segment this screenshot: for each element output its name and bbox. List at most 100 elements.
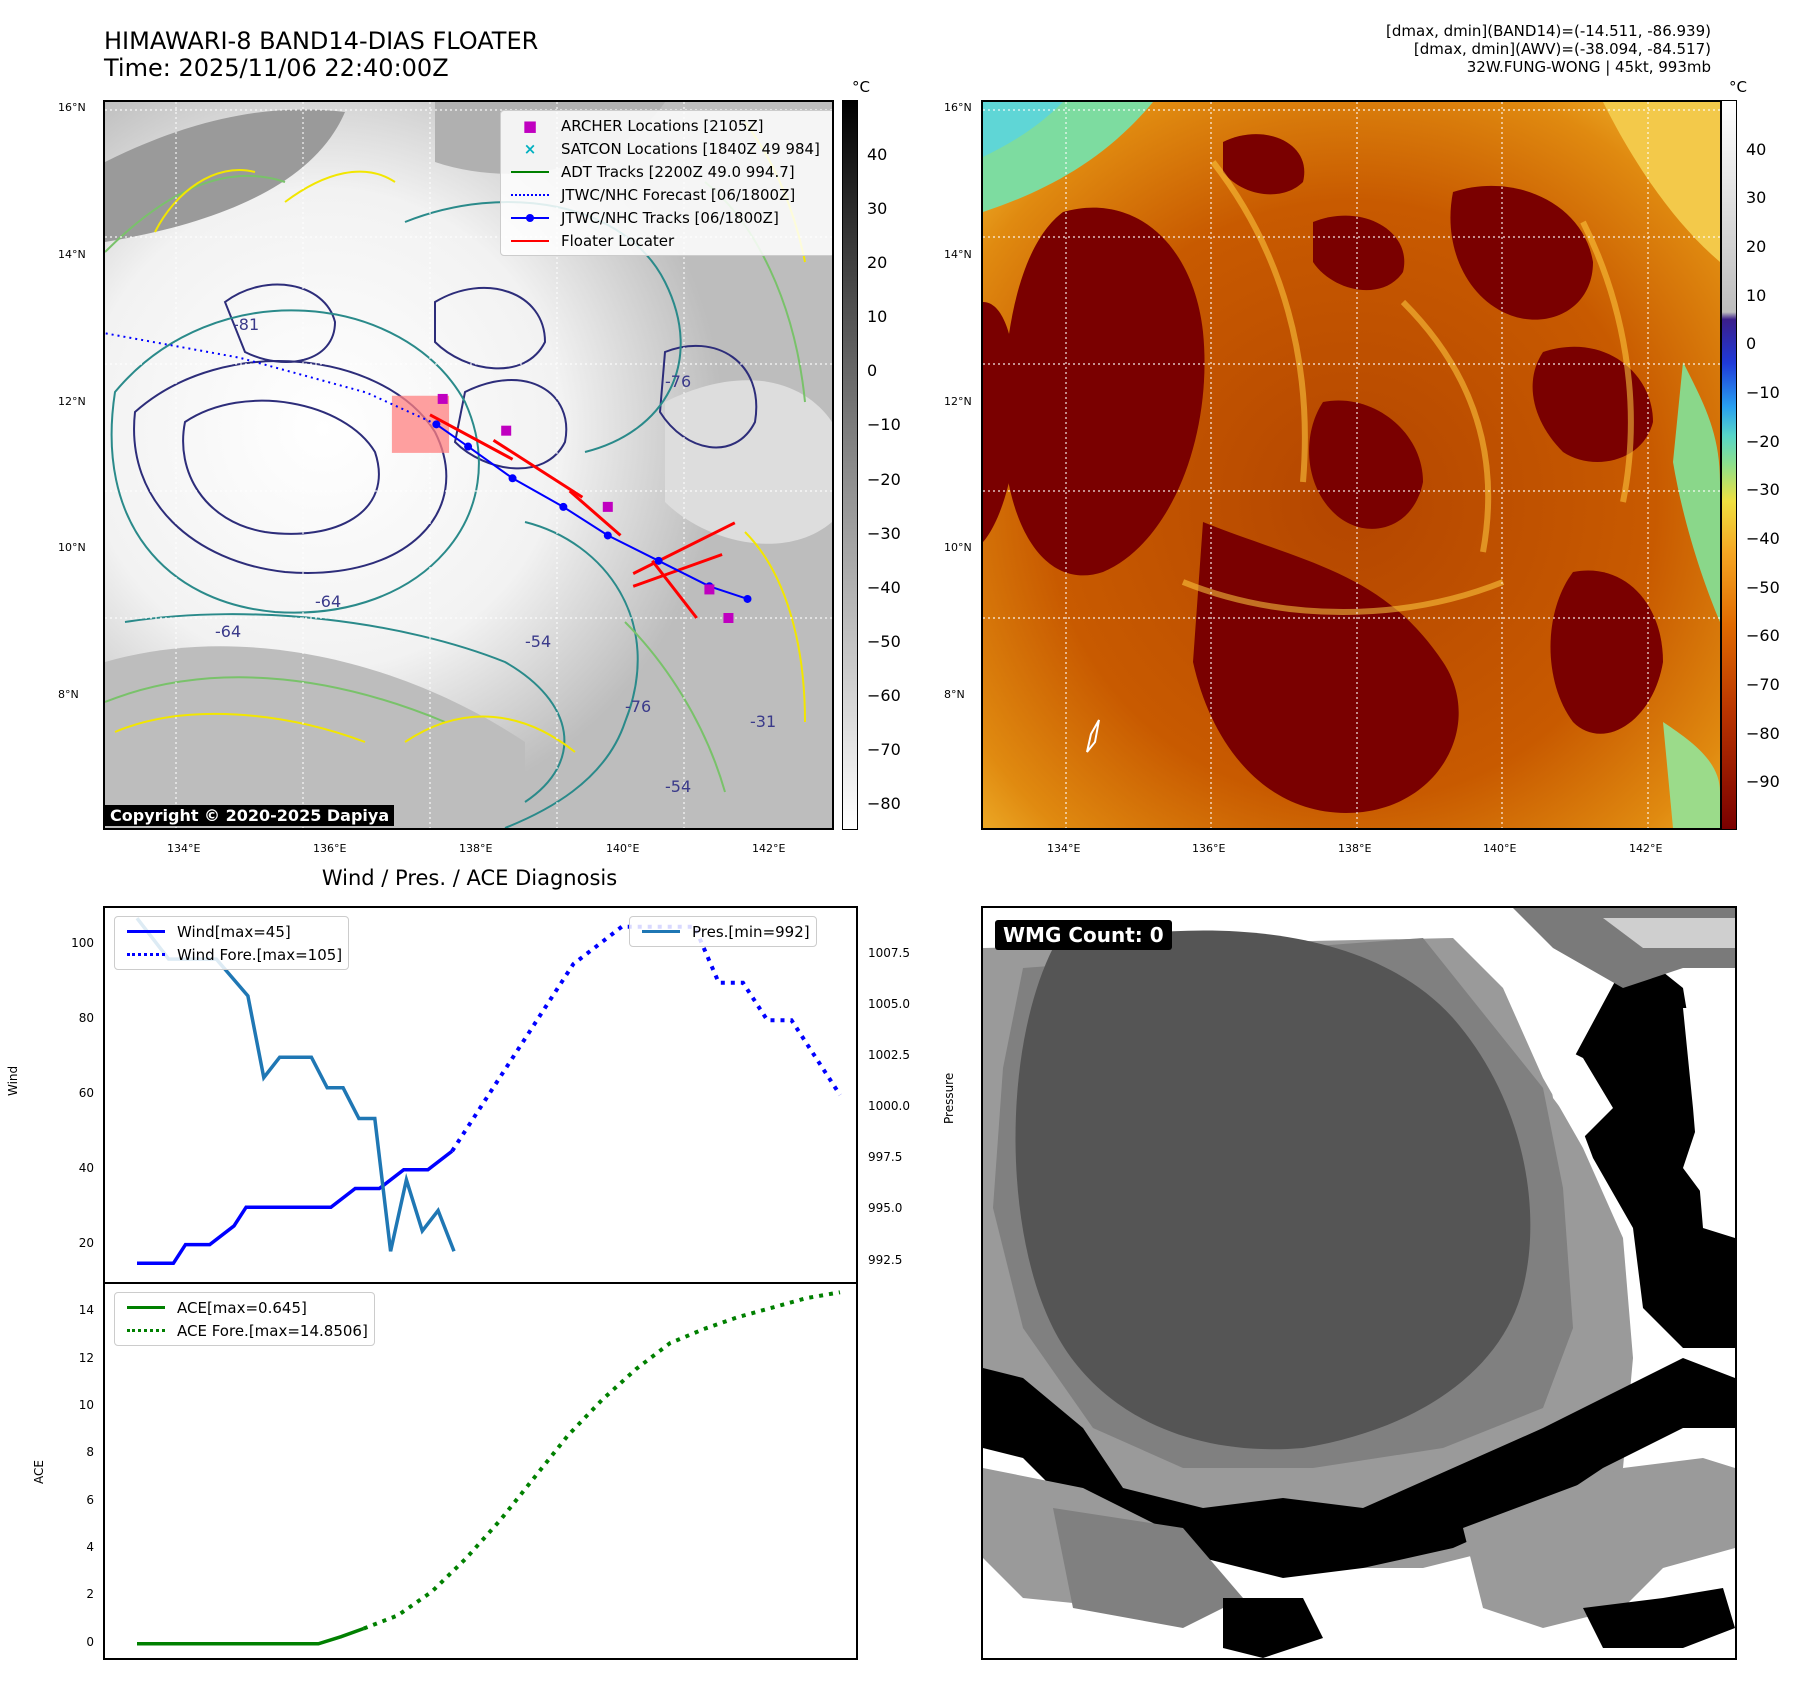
- info-storm: 32W.FUNG-WONG | 45kt, 993mb: [1466, 58, 1711, 76]
- dotted-line-icon: [127, 953, 165, 956]
- jtwc-track-point: [432, 420, 441, 429]
- solid-line-icon: [511, 170, 549, 173]
- axis-tick-label: 1000.0: [868, 1099, 910, 1114]
- axis-tick-label: 1002.5: [868, 1048, 910, 1063]
- axis-tick-label: 992.5: [868, 1252, 903, 1267]
- colorbar-tick: −70: [867, 739, 901, 759]
- legend-ace-forecast: ACE Fore.[max=14.8506]: [121, 1319, 368, 1342]
- lat-label: 12°N: [944, 395, 972, 408]
- legend-archer: ■ ARCHER Locations [2105Z]: [505, 114, 832, 137]
- contour-label: -76: [625, 697, 651, 716]
- legend-satcon: × SATCON Locations [1840Z 49 984]: [505, 137, 832, 160]
- axis-tick-label: 10: [78, 1398, 94, 1413]
- colorbar-unit: °C: [1729, 78, 1747, 96]
- legend-ace: ACE[max=0.645]: [121, 1296, 368, 1319]
- contour-label: -54: [665, 777, 691, 796]
- floater-track: [568, 489, 622, 537]
- colorbar-tick: −30: [1746, 480, 1780, 500]
- archer-location: [602, 501, 613, 512]
- floater-track: [651, 559, 698, 619]
- axis-tick-label: 14: [78, 1303, 94, 1318]
- contour-label: -31: [750, 712, 776, 731]
- legend-jtwc-tracks: JTWC/NHC Tracks [06/1800Z]: [505, 206, 832, 229]
- solid-line-icon: [642, 930, 680, 933]
- wmg-panel: WMG Count: 0: [981, 906, 1737, 1660]
- square-marker-icon: ■: [522, 116, 538, 135]
- contour-label: -76: [665, 372, 691, 391]
- axis-tick-label: 2: [86, 1587, 94, 1602]
- series-line-wind-fore-: [450, 924, 842, 1153]
- info-band14: [dmax, dmin](BAND14)=(-14.511, -86.939): [1386, 22, 1711, 40]
- jtwc-track-point: [603, 531, 612, 540]
- colorbar-tick: −40: [867, 577, 901, 597]
- legend-wind: Wind[max=45]: [121, 920, 342, 943]
- colorbar-tick: 10: [867, 307, 888, 327]
- wind-pressure-panel: Wind[max=45] Wind Fore.[max=105] Pres.[m…: [103, 906, 858, 1284]
- contour-label: -64: [315, 592, 341, 611]
- jtwc-track: [435, 423, 748, 600]
- axis-tick-label: 60: [78, 1086, 94, 1100]
- colorbar-unit: °C: [852, 78, 870, 96]
- jtwc-track-point: [654, 556, 663, 565]
- contour-label: -54: [525, 632, 551, 651]
- ace-legend: ACE[max=0.645] ACE Fore.[max=14.8506]: [114, 1292, 375, 1346]
- legend-adt: ADT Tracks [2200Z 49.0 994.7]: [505, 160, 832, 183]
- info-awv: [dmax, dmin](AWV)=(-38.094, -84.517): [1413, 40, 1711, 58]
- lon-label: 140°E: [1483, 842, 1517, 855]
- lat-label: 12°N: [58, 395, 86, 408]
- ace-y-ticks: 0 2 4 6 8 10 12 14: [40, 1282, 100, 1660]
- axis-tick-label: 12: [78, 1350, 94, 1365]
- axis-tick-label: 997.5: [868, 1150, 903, 1165]
- axis-tick-label: 995.0: [868, 1201, 903, 1216]
- series-line-ace: [137, 1626, 365, 1646]
- jtwc-track-point: [743, 594, 752, 603]
- track-overlay: [105, 332, 752, 623]
- forecast-track: [105, 332, 437, 426]
- lon-label: 136°E: [313, 842, 347, 855]
- archer-location: [437, 393, 448, 404]
- ace-plot: [137, 1290, 841, 1646]
- colorbar-tick: −10: [1746, 383, 1780, 402]
- series-line-ace-fore-: [363, 1290, 841, 1631]
- lat-label: 10°N: [58, 541, 86, 554]
- contour-label: -81: [233, 315, 259, 334]
- wind-pressure-plot: [135, 917, 842, 1266]
- band14-map: -81 -76 -64 -54 -31 -76 -64 -54 ■ ARCHER…: [103, 100, 834, 830]
- axis-tick-label: 6: [86, 1492, 94, 1507]
- colorbar-tick: −70: [1746, 675, 1780, 694]
- colorbar-tick: −20: [1746, 431, 1780, 451]
- solid-line-icon: [127, 1306, 165, 1309]
- wind-y-ticks: 20 40 60 80 100: [40, 906, 100, 1284]
- axis-tick-label: 4: [86, 1540, 94, 1555]
- lat-label: 16°N: [58, 101, 86, 114]
- floater-track: [492, 438, 584, 499]
- colorbar-tick: 30: [1746, 188, 1767, 208]
- wmg-grid: [983, 908, 1735, 1658]
- jtwc-track-point: [508, 474, 517, 483]
- colorbar-tick: 20: [1746, 237, 1767, 256]
- lon-label: 142°E: [752, 842, 786, 855]
- colorbar-tick: −20: [867, 469, 901, 489]
- solid-line-icon: [127, 930, 165, 933]
- colorbar-tick: −50: [1746, 577, 1780, 597]
- line-dot-icon: [511, 213, 549, 222]
- dotted-line-icon: [127, 1329, 165, 1332]
- map-legend: ■ ARCHER Locations [2105Z] × SATCON Loca…: [500, 110, 832, 256]
- archer-location: [723, 613, 734, 623]
- axis-tick-label: 1005.0: [868, 997, 910, 1012]
- solid-line-icon: [511, 239, 549, 242]
- title-time: Time: 2025/11/06 22:40:00Z: [104, 54, 449, 82]
- legend-floater: Floater Locater: [505, 229, 832, 252]
- wmg-count-badge: WMG Count: 0: [995, 920, 1172, 950]
- awv-map: [981, 100, 1722, 830]
- colorbar-tick: −60: [867, 685, 901, 705]
- colorbar-tick: −80: [867, 793, 901, 813]
- axis-tick-label: 100: [71, 936, 94, 951]
- legend-pressure: Pres.[min=992]: [636, 920, 810, 943]
- colorbar-tick: −40: [1746, 529, 1780, 548]
- colorbar-tick: −90: [1746, 772, 1780, 792]
- colorbar-tick: −80: [1746, 723, 1780, 743]
- lon-label: 134°E: [1047, 842, 1081, 855]
- lon-label: 138°E: [1338, 842, 1372, 855]
- lon-label: 134°E: [167, 842, 201, 855]
